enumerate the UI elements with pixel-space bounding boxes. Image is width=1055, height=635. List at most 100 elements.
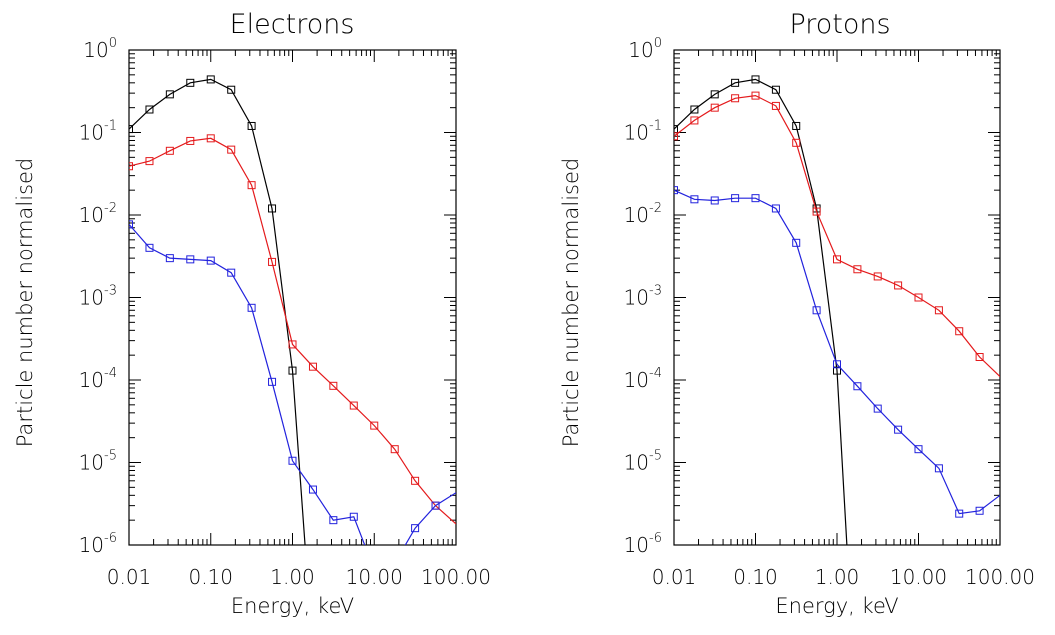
y-tick-exponent: -3 [104,284,117,299]
y-tick-label: 100 [83,36,117,62]
data-point-marker [247,303,256,312]
data-point-marker [129,162,133,171]
data-point-marker [411,524,420,533]
data-point-marker [690,195,699,204]
y-tick-base: 10 [624,533,649,557]
data-point-marker [674,125,678,134]
data-point-marker [186,255,195,264]
data-point-marker [227,268,236,277]
y-tick-label: 10-4 [79,366,117,392]
data-point-marker [833,360,841,369]
data-point-marker [431,501,440,510]
data-point-marker [288,366,297,375]
data-point-marker [690,105,699,114]
y-tick-base: 10 [79,203,104,227]
data-point-marker [853,382,862,391]
y-tick-label: 10-6 [624,531,662,557]
data-point-marker [268,204,277,213]
x-tick-label: 100.00 [965,565,1035,589]
data-point-marker [731,194,740,203]
data-point-marker [792,238,801,247]
data-point-marker [165,146,174,155]
data-point-marker [165,254,174,263]
data-point-marker [710,103,719,112]
data-point-marker [833,255,841,264]
data-point-marker [411,476,420,485]
series-line [674,94,1000,378]
x-tick-label: 1.00 [815,565,860,589]
data-point-marker [186,136,195,145]
data-point-marker [247,181,256,190]
data-point-marker [247,121,256,130]
y-tick-exponent: 0 [654,36,662,51]
series-line [674,189,1000,515]
y-tick-base: 10 [624,203,649,227]
data-point-marker [206,75,215,84]
y-tick-label: 10-5 [624,449,662,475]
data-point-marker [873,404,882,413]
data-point-marker [349,512,358,521]
y-tick-exponent: -2 [104,201,117,216]
data-point-marker [914,445,923,454]
data-point-marker [349,401,358,410]
x-tick-label: 0.01 [652,565,697,589]
y-tick-exponent: -4 [104,366,117,381]
data-point-marker [227,85,236,94]
y-tick-base: 10 [83,38,108,62]
data-point-marker [288,340,297,349]
data-point-marker [690,116,699,125]
y-tick-exponent: -1 [649,119,662,134]
series-line [129,137,456,525]
data-point-marker [751,75,760,84]
data-point-marker [145,157,154,166]
y-axis-label: Particle number normalised [13,158,37,448]
y-tick-label: 10-4 [624,366,662,392]
data-point-marker [674,186,678,195]
series-group [674,75,1000,545]
data-point-marker [731,94,740,103]
data-point-marker [206,134,215,143]
data-point-marker [268,377,277,386]
data-point-marker [129,220,133,229]
y-tick-label: 10-6 [79,531,117,557]
data-point-marker [792,121,801,130]
y-tick-base: 10 [624,286,649,310]
y-tick-base: 10 [79,451,104,475]
data-point-marker [731,78,740,87]
data-point-marker [975,353,984,362]
data-point-marker [308,362,317,371]
y-tick-label: 100 [628,36,662,62]
y-tick-label: 10-3 [79,284,117,310]
y-tick-label: 10-2 [624,201,662,227]
y-tick-exponent: 0 [109,36,117,51]
data-point-marker [955,327,964,336]
data-point-marker [771,101,780,110]
y-tick-exponent: -4 [649,366,662,381]
data-point-marker [710,90,719,99]
electrons-panel: Electrons10-610-510-410-310-210-11000.01… [13,9,491,618]
y-tick-base: 10 [624,121,649,145]
data-point-marker [186,78,195,87]
data-point-marker [833,366,841,375]
data-point-marker [934,464,943,473]
y-tick-label: 10-2 [79,201,117,227]
data-point-marker [129,125,133,134]
y-tick-exponent: -2 [649,201,662,216]
y-tick-exponent: -5 [649,449,662,464]
data-point-marker [227,145,236,154]
y-tick-base: 10 [624,368,649,392]
data-point-marker [751,194,760,203]
data-point-marker [329,516,338,525]
y-tick-exponent: -6 [104,531,117,546]
y-tick-label: 10-1 [624,119,662,145]
y-tick-base: 10 [79,121,104,145]
y-tick-base: 10 [79,368,104,392]
x-tick-label: 0.01 [107,565,152,589]
data-point-marker [288,456,297,465]
data-point-marker [812,306,821,315]
y-tick-label: 10-3 [624,284,662,310]
data-point-marker [308,485,317,494]
series-line [129,224,456,545]
